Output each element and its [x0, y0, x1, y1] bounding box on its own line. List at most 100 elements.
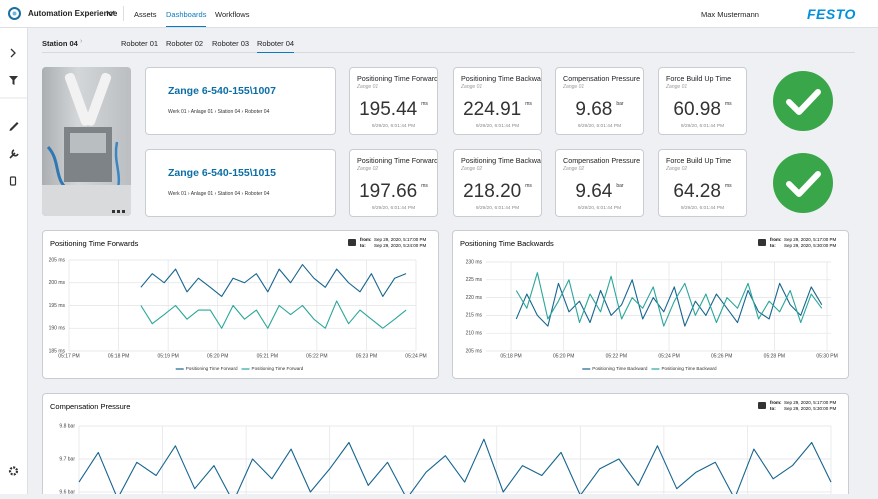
x-tick-label: 05:18 PM	[500, 353, 521, 359]
kpi-title: Compensation Pressure	[563, 156, 641, 165]
kpi-subtitle: Zange 02	[357, 166, 379, 172]
y-tick-label: 190 ms	[49, 326, 66, 332]
series-line	[78, 438, 832, 494]
edit-icon[interactable]	[9, 122, 19, 131]
kpi-timestamp: 9/29/20, 6:01:44 PM	[680, 206, 725, 211]
from-date: Sep 29, 2020, 5:17:00 PM	[374, 237, 427, 242]
x-tick-label: 05:20 PM	[207, 353, 228, 359]
kpi-timestamp: 9/29/20, 6:01:44 PM	[577, 124, 622, 129]
kpi-value: 60.98	[673, 99, 721, 120]
chart-title: Positioning Time Forwards	[50, 239, 139, 248]
kpi-timestamp: 9/29/20, 6:01:44 PM	[680, 124, 725, 129]
series-line	[140, 264, 407, 297]
kpi-card[interactable]: Compensation Pressure Zange 02 9.64 bar 9/29…	[555, 149, 644, 217]
gripper-card[interactable]: Zange 6-540-155\1015 Werk 01 › Anlage 01 …	[145, 149, 336, 217]
series-line	[140, 300, 407, 329]
to-date: Sep 29, 2020, 5:30:00 PM	[784, 243, 837, 248]
y-tick-label: 9.7 bar	[59, 456, 75, 462]
legend-label: Positioning Time Forward	[252, 366, 304, 371]
kpi-title: Positioning Time Backward	[461, 74, 542, 83]
y-tick-label: 215 ms	[466, 313, 483, 319]
kpi-card[interactable]: Positioning Time Forward Zange 02 197.66 ms…	[349, 149, 438, 217]
photo-content	[42, 67, 131, 216]
calendar-icon	[758, 402, 766, 409]
robot-tab[interactable]: Roboter 02	[166, 39, 204, 48]
kpi-card[interactable]: Compensation Pressure Zange 01 9.68 bar 9/29…	[555, 67, 644, 135]
from-label: from:	[770, 237, 782, 242]
tools-icon[interactable]	[9, 149, 19, 159]
kpi-unit: ms	[525, 101, 532, 107]
y-tick-label: 200 ms	[49, 280, 66, 286]
kpi-timestamp: 9/29/20, 6:01:44 PM	[577, 206, 622, 211]
kpi-value: 197.66	[359, 181, 418, 202]
nav-link[interactable]: Workflows	[215, 10, 250, 19]
nav-link[interactable]: Dashboards	[166, 10, 207, 27]
kpi-unit: bar	[616, 101, 624, 107]
to-date: Sep 29, 2020, 5:30:00 PM	[784, 406, 837, 411]
kpi-value-row: 218.20 ms	[454, 181, 541, 203]
status-icons	[773, 71, 833, 213]
kpi-value-row: 224.91 ms	[454, 99, 541, 121]
kpi-card[interactable]: Positioning Time Backward Zange 01 224.91 m…	[453, 67, 542, 135]
to-label: to:	[770, 243, 776, 248]
expand-icon[interactable]	[10, 48, 16, 58]
y-tick-label: 210 ms	[466, 331, 483, 337]
chart: Positioning Time Backwards from: Sep 29, 2…	[460, 237, 838, 371]
legend-label: Positioning Time Forward	[186, 366, 238, 371]
kpi-value: 64.28	[673, 181, 721, 202]
settings-icon[interactable]	[8, 466, 19, 476]
kpi-value: 9.64	[575, 181, 613, 202]
legend-label: Positioning Time Backward	[592, 366, 648, 371]
robot-photo[interactable]	[42, 67, 131, 216]
kpi-title: Positioning Time Forward	[357, 156, 438, 165]
y-tick-label: 9.8 bar	[59, 423, 75, 429]
chart: Compensation Pressure from: Sep 29, 2020, …	[50, 400, 837, 494]
robot-tab[interactable]: Roboter 04	[257, 39, 295, 53]
kpi-value-row: 60.98 ms	[659, 99, 746, 121]
kpi-unit: ms	[421, 101, 428, 107]
robot-tab[interactable]: Roboter 01	[121, 39, 159, 48]
y-tick-label: 195 ms	[49, 303, 66, 309]
robot-tab[interactable]: Roboter 03	[212, 39, 250, 48]
chart: Positioning Time Forwards from: Sep 29, 20…	[49, 237, 427, 371]
kpi-subtitle: Zange 01	[666, 84, 688, 90]
to-date: Sep 29, 2020, 5:24:00 PM	[374, 243, 427, 248]
station-name[interactable]: Station 04	[42, 39, 78, 48]
x-tick-label: 05:23 PM	[356, 353, 377, 359]
from-label: from:	[770, 400, 782, 405]
kpi-title: Positioning Time Forward	[357, 74, 438, 83]
filter-icon[interactable]	[9, 76, 18, 85]
x-tick-label: 05:22 PM	[306, 353, 327, 359]
kpi-subtitle: Zange 02	[666, 166, 688, 172]
kpi-card[interactable]: Force Build Up Time Zange 02 64.28 ms 9/29/2…	[658, 149, 747, 217]
user-name[interactable]: Max Mustermann	[701, 10, 759, 19]
kpi-value: 224.91	[463, 99, 522, 120]
chart-card: Positioning Time Forwards from: Sep 29, 20…	[42, 230, 439, 379]
app-menu-chevron[interactable]	[106, 10, 115, 17]
device-icon[interactable]	[9, 176, 17, 186]
calendar-icon	[348, 239, 356, 246]
kpi-timestamp: 9/29/20, 6:01:44 PM	[475, 206, 520, 211]
kpi-value: 9.68	[575, 99, 613, 120]
y-tick-label: 230 ms	[466, 259, 483, 265]
kpi-card[interactable]: Positioning Time Forward Zange 01 195.44 ms…	[349, 67, 438, 135]
kpi-subtitle: Zange 01	[357, 84, 379, 90]
kpi-card[interactable]: Force Build Up Time Zange 01 60.98 ms 9/29/2…	[658, 67, 747, 135]
kpi-unit: ms	[724, 101, 732, 107]
kpi-card[interactable]: Positioning Time Backward Zange 02 218.20 m…	[453, 149, 542, 217]
x-tick-label: 05:24 PM	[658, 353, 679, 359]
y-tick-label: 205 ms	[466, 348, 483, 354]
kpi-unit: ms	[421, 183, 428, 189]
gripper-path: Werk 01 › Anlage 01 › Station 04 › Robot…	[168, 191, 270, 197]
kpi-value: 195.44	[359, 99, 418, 120]
x-tick-label: 05:18 PM	[108, 353, 129, 359]
x-tick-label: 05:22 PM	[606, 353, 627, 359]
gripper-name: Zange 6-540-155\1007	[168, 85, 276, 97]
nav-link[interactable]: Assets	[134, 10, 157, 19]
gripper-card[interactable]: Zange 6-540-155\1007 Werk 01 › Anlage 01 …	[145, 67, 336, 135]
kpi-subtitle: Zange 01	[563, 84, 585, 90]
app-name[interactable]: Automation Experience	[28, 9, 118, 18]
kpi-unit: ms	[525, 183, 532, 189]
kpi-subtitle: Zange 02	[461, 166, 483, 172]
